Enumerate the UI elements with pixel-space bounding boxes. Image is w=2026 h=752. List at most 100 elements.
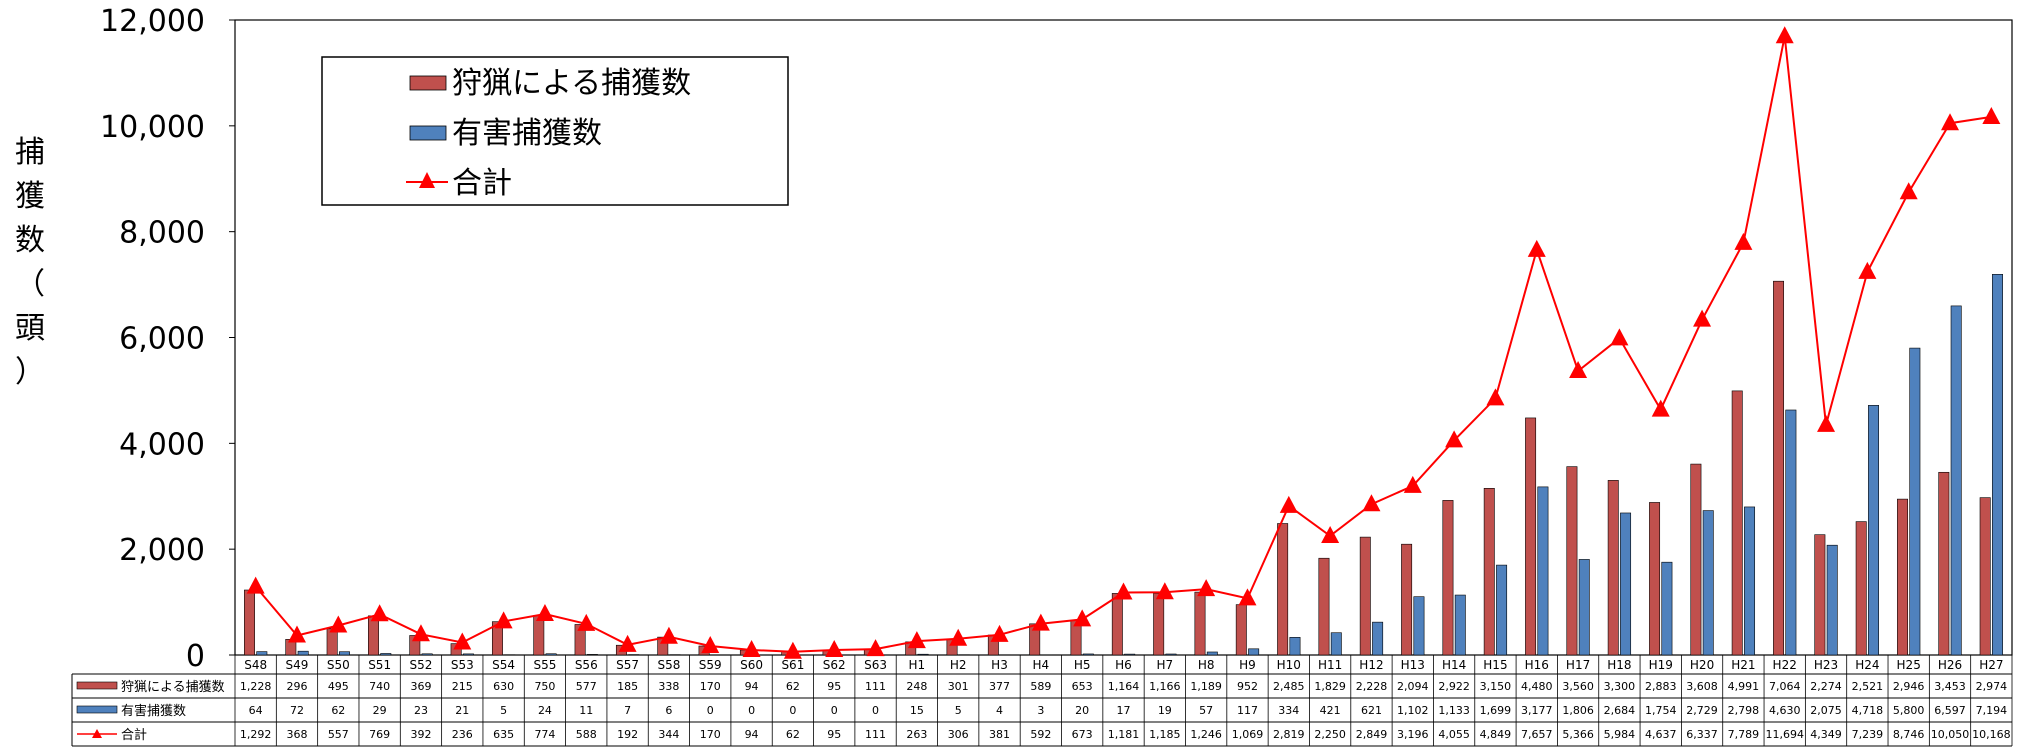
- bar-pest-control: [1372, 622, 1382, 655]
- table-cell: 21: [455, 704, 469, 717]
- table-cell: 740: [369, 680, 390, 693]
- x-tick-label: S58: [657, 658, 680, 672]
- bar-hunting: [1319, 558, 1329, 655]
- table-cell: 7: [624, 704, 631, 717]
- bar-hunting: [1897, 499, 1907, 655]
- table-cell: 1,102: [1397, 704, 1429, 717]
- y-tick-label: 6,000: [119, 322, 205, 357]
- bar-pest-control: [422, 654, 432, 655]
- bar-pest-control: [1290, 637, 1300, 655]
- total-marker: [1693, 310, 1711, 327]
- table-cell: 7,657: [1521, 728, 1553, 741]
- bar-hunting: [1525, 418, 1535, 655]
- y-axis-label-char: 獲: [15, 179, 45, 214]
- table-cell: 62: [331, 704, 345, 717]
- x-tick-label: S57: [616, 658, 639, 672]
- table-legend-key: [77, 706, 117, 713]
- table-cell: 4,349: [1810, 728, 1842, 741]
- table-cell: 5,984: [1604, 728, 1636, 741]
- table-cell: 589: [1030, 680, 1051, 693]
- table-cell: 95: [827, 728, 841, 741]
- table-cell: 635: [493, 728, 514, 741]
- x-tick-label: H19: [1649, 658, 1673, 672]
- total-marker: [1858, 262, 1876, 279]
- table-cell: 2,684: [1604, 704, 1636, 717]
- x-tick-label: H10: [1277, 658, 1301, 672]
- table-row-header: 合計: [121, 727, 147, 743]
- table-cell: 2,485: [1273, 680, 1305, 693]
- table-cell: 0: [707, 704, 714, 717]
- x-tick-label: H2: [950, 658, 967, 672]
- table-cell: 306: [948, 728, 969, 741]
- table-cell: 4,849: [1480, 728, 1512, 741]
- table-cell: 7,064: [1769, 680, 1801, 693]
- table-cell: 2,075: [1810, 704, 1842, 717]
- bar-pest-control: [918, 654, 928, 655]
- total-marker: [1817, 415, 1835, 432]
- table-cell: 630: [493, 680, 514, 693]
- table-cell: 2,946: [1893, 680, 1925, 693]
- x-tick-label: H20: [1690, 658, 1714, 672]
- x-tick-label: H6: [1115, 658, 1132, 672]
- bar-pest-control: [546, 654, 556, 655]
- y-tick-label: 8,000: [119, 216, 205, 251]
- total-marker: [1362, 494, 1380, 511]
- legend-key-hunting: [410, 76, 446, 90]
- total-marker: [1156, 582, 1174, 599]
- y-tick-label: 2,000: [119, 533, 205, 568]
- table-cell: 10,168: [1972, 728, 2011, 741]
- table-cell: 334: [1278, 704, 1299, 717]
- table-cell: 1,166: [1149, 680, 1181, 693]
- table-cell: 3,150: [1480, 680, 1512, 693]
- x-tick-label: H4: [1033, 658, 1050, 672]
- table-cell: 296: [286, 680, 307, 693]
- table-cell: 236: [452, 728, 473, 741]
- bar-hunting: [1360, 537, 1370, 655]
- x-tick-label: H3: [991, 658, 1008, 672]
- bar-hunting: [1691, 464, 1701, 655]
- bar-pest-control: [587, 654, 597, 655]
- y-axis-label-char: ）: [15, 355, 45, 390]
- x-tick-label: H14: [1442, 658, 1466, 672]
- table-cell: 4,630: [1769, 704, 1801, 717]
- table-cell: 557: [328, 728, 349, 741]
- table-cell: 1,246: [1190, 728, 1222, 741]
- table-cell: 2,729: [1686, 704, 1718, 717]
- table-cell: 4,055: [1438, 728, 1470, 741]
- table-cell: 263: [906, 728, 927, 741]
- table-cell: 2,849: [1356, 728, 1388, 741]
- table-cell: 5: [955, 704, 962, 717]
- x-tick-label: S52: [410, 658, 433, 672]
- table-cell: 621: [1361, 704, 1382, 717]
- total-marker: [908, 631, 926, 648]
- x-tick-label: S49: [286, 658, 309, 672]
- total-marker: [1982, 107, 2000, 124]
- table-cell: 1,181: [1108, 728, 1140, 741]
- total-marker: [1900, 182, 1918, 199]
- table-cell: 4,637: [1645, 728, 1677, 741]
- table-cell: 3,608: [1686, 680, 1718, 693]
- table-cell: 3,300: [1604, 680, 1636, 693]
- x-tick-label: S51: [368, 658, 391, 672]
- table-cell: 381: [989, 728, 1010, 741]
- x-tick-label: H7: [1156, 658, 1173, 672]
- bar-hunting: [1484, 488, 1494, 655]
- table-cell: 6,337: [1686, 728, 1718, 741]
- bar-hunting: [1153, 593, 1163, 655]
- table-cell: 653: [1072, 680, 1093, 693]
- table-cell: 421: [1320, 704, 1341, 717]
- bar-pest-control: [1248, 649, 1258, 655]
- bar-hunting: [1236, 605, 1246, 655]
- bar-pest-control: [1125, 654, 1135, 655]
- bar-pest-control: [1910, 348, 1920, 655]
- bar-hunting: [327, 629, 337, 655]
- table-cell: 2,521: [1852, 680, 1884, 693]
- total-marker: [1734, 233, 1752, 250]
- table-cell: 94: [745, 680, 759, 693]
- table-row-header: 狩猟による捕獲数: [121, 679, 225, 695]
- total-marker: [536, 604, 554, 621]
- bar-pest-control: [1166, 654, 1176, 655]
- bar-pest-control: [1786, 410, 1796, 655]
- table-cell: 368: [286, 728, 307, 741]
